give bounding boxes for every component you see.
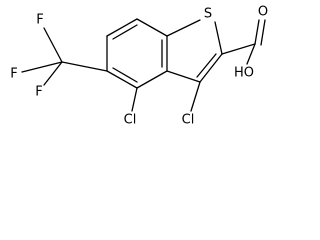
bond [43,27,63,63]
bond [106,18,138,37]
atom-label: O [258,5,268,20]
bonds [21,18,266,112]
bond [131,87,138,112]
bond [254,19,260,45]
bond [166,19,201,37]
body: {"atoms": {"sulfur": "S", "carbonyl_oxyg… [10,4,269,128]
bond [61,61,108,72]
atom-label: F [10,67,17,82]
atom-label: Cl [124,113,137,128]
double-bond [196,53,217,78]
bond [199,53,223,83]
bond [43,61,63,86]
atom-label: Cl [182,113,195,128]
bond [136,70,168,89]
page: html, body { margin: 0; padding: 0; back… [10,4,269,128]
bond [214,21,223,55]
structure: S O HO Cl Cl F F F [10,5,268,128]
atom-label: S [204,7,212,22]
double-bond [112,67,138,83]
atom-label: F [35,85,42,100]
bond [106,70,138,89]
atom-label: F [36,13,43,28]
double-bond [260,19,266,46]
bond [136,18,168,37]
bond [246,43,256,65]
bond [221,43,256,55]
bond [166,70,201,83]
bond [21,61,63,73]
bond [190,81,201,112]
double-bond [112,24,138,40]
atom-label: HO [234,66,254,81]
